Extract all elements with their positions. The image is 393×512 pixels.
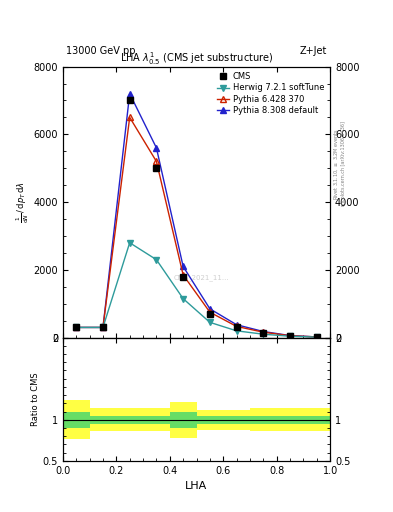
CMS (314, 334, 319, 340)
CMS (288, 333, 292, 339)
Text: 13000 GeV pp: 13000 GeV pp (66, 46, 135, 56)
Pythia 6.428 370 (127, 114, 132, 120)
Pythia 6.428 370 (154, 158, 159, 164)
Pythia 6.428 370 (261, 329, 266, 335)
Title: LHA $\lambda^{1}_{0.5}$ (CMS jet substructure): LHA $\lambda^{1}_{0.5}$ (CMS jet substru… (120, 50, 273, 67)
Y-axis label: Ratio to CMS: Ratio to CMS (31, 372, 40, 426)
Legend: CMS, Herwig 7.2.1 softTune, Pythia 6.428 370, Pythia 8.308 default: CMS, Herwig 7.2.1 softTune, Pythia 6.428… (215, 71, 326, 116)
Pythia 6.428 370 (208, 309, 212, 315)
CMS (154, 165, 159, 172)
Text: CMS_2021_11...: CMS_2021_11... (174, 274, 230, 282)
Pythia 8.308 default (261, 328, 266, 334)
Text: Rivet 3.1.10, $\geq$ 3.2M events: Rivet 3.1.10, $\geq$ 3.2M events (332, 128, 340, 200)
Pythia 8.308 default (314, 334, 319, 340)
Herwig 7.2.1 softTune (314, 334, 319, 340)
CMS (101, 325, 105, 331)
CMS (208, 311, 212, 317)
Herwig 7.2.1 softTune (261, 331, 266, 337)
Pythia 6.428 370 (181, 272, 185, 278)
Line: CMS: CMS (73, 98, 320, 339)
Herwig 7.2.1 softTune (74, 325, 79, 331)
Pythia 6.428 370 (74, 325, 79, 331)
CMS (127, 97, 132, 103)
Herwig 7.2.1 softTune (101, 325, 105, 331)
Text: Z+Jet: Z+Jet (300, 46, 327, 56)
Herwig 7.2.1 softTune (154, 257, 159, 263)
Herwig 7.2.1 softTune (288, 333, 292, 339)
Line: Pythia 8.308 default: Pythia 8.308 default (73, 91, 320, 339)
Herwig 7.2.1 softTune (127, 240, 132, 246)
Herwig 7.2.1 softTune (234, 328, 239, 334)
Pythia 6.428 370 (288, 333, 292, 339)
CMS (181, 273, 185, 280)
Pythia 8.308 default (101, 325, 105, 331)
X-axis label: LHA: LHA (185, 481, 208, 491)
Pythia 8.308 default (208, 306, 212, 312)
Pythia 8.308 default (127, 91, 132, 97)
Y-axis label: $\frac{1}{\mathrm{d}N}\,/\,\mathrm{d}p_T\,\mathrm{d}\lambda$: $\frac{1}{\mathrm{d}N}\,/\,\mathrm{d}p_T… (14, 181, 31, 223)
Pythia 8.308 default (181, 263, 185, 269)
Line: Pythia 6.428 370: Pythia 6.428 370 (73, 115, 320, 339)
Pythia 6.428 370 (234, 324, 239, 330)
CMS (74, 325, 79, 331)
Pythia 6.428 370 (314, 334, 319, 340)
Pythia 8.308 default (288, 332, 292, 338)
Text: mcplots.cern.ch [arXiv:1306.3436]: mcplots.cern.ch [arXiv:1306.3436] (342, 121, 346, 206)
Pythia 8.308 default (74, 325, 79, 331)
CMS (261, 329, 266, 335)
Pythia 6.428 370 (101, 325, 105, 331)
Pythia 8.308 default (154, 145, 159, 151)
Herwig 7.2.1 softTune (208, 319, 212, 326)
Line: Herwig 7.2.1 softTune: Herwig 7.2.1 softTune (73, 240, 320, 340)
Pythia 8.308 default (234, 322, 239, 328)
CMS (234, 325, 239, 331)
Herwig 7.2.1 softTune (181, 295, 185, 302)
